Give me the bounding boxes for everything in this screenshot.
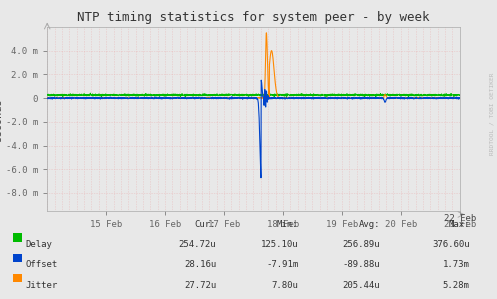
Text: Jitter: Jitter bbox=[26, 281, 58, 290]
Text: 125.10u: 125.10u bbox=[260, 240, 298, 249]
Text: 254.72u: 254.72u bbox=[178, 240, 216, 249]
Text: 5.28m: 5.28m bbox=[443, 281, 470, 290]
Text: 376.60u: 376.60u bbox=[432, 240, 470, 249]
Title: NTP timing statistics for system peer - by week: NTP timing statistics for system peer - … bbox=[77, 11, 430, 24]
Text: Min:: Min: bbox=[277, 220, 298, 229]
Text: -89.88u: -89.88u bbox=[342, 260, 380, 269]
Text: 256.89u: 256.89u bbox=[342, 240, 380, 249]
Text: Offset: Offset bbox=[26, 260, 58, 269]
Text: Max:: Max: bbox=[448, 220, 470, 229]
Text: Delay: Delay bbox=[26, 240, 53, 249]
Text: 205.44u: 205.44u bbox=[342, 281, 380, 290]
Text: 1.73m: 1.73m bbox=[443, 260, 470, 269]
Text: 27.72u: 27.72u bbox=[184, 281, 216, 290]
Y-axis label: seconds: seconds bbox=[0, 97, 3, 141]
Text: Avg:: Avg: bbox=[359, 220, 380, 229]
Text: Cur:: Cur: bbox=[195, 220, 216, 229]
Text: -7.91m: -7.91m bbox=[266, 260, 298, 269]
Text: 7.80u: 7.80u bbox=[271, 281, 298, 290]
Text: 22 Feb: 22 Feb bbox=[444, 214, 476, 223]
Text: RRDTOOL / TOBI OETIKER: RRDTOOL / TOBI OETIKER bbox=[490, 72, 495, 155]
Text: 28.16u: 28.16u bbox=[184, 260, 216, 269]
